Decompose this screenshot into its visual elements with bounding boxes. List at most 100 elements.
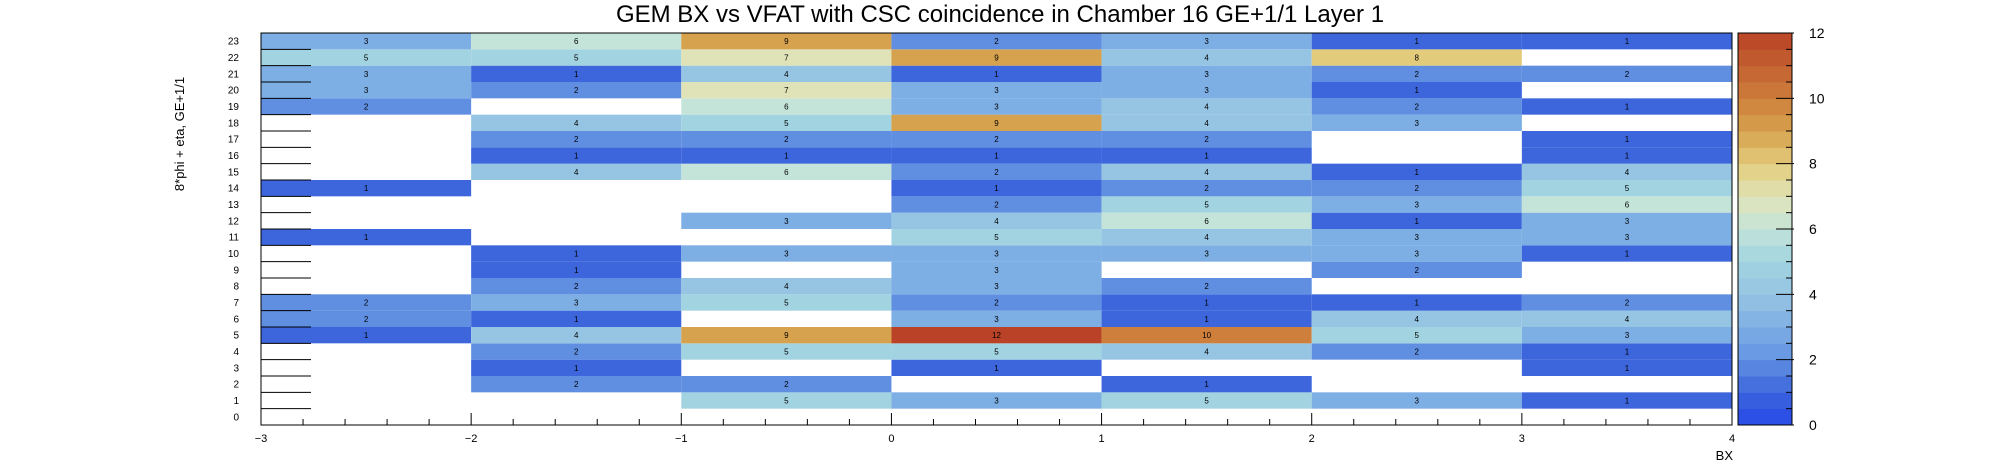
cell-value-label: 5 xyxy=(574,54,579,63)
cell-value-label: 1 xyxy=(1415,37,1420,46)
colorbar-tick-label: 2 xyxy=(1809,352,1817,368)
cell-value-label: 3 xyxy=(1415,250,1420,259)
heatmap-cell xyxy=(891,359,1102,376)
heatmap-cell xyxy=(1101,33,1312,50)
heatmap-cell xyxy=(471,278,682,295)
heatmap-cell xyxy=(681,327,892,344)
cell-value-label: 4 xyxy=(574,168,579,177)
colorbar-step xyxy=(1738,392,1792,410)
cell-value-label: 4 xyxy=(1204,119,1209,128)
heatmap-cell xyxy=(1101,376,1312,393)
y-tick-label: 5 xyxy=(233,331,239,342)
cell-value-label: 6 xyxy=(574,37,579,46)
colorbar-step xyxy=(1738,163,1792,181)
heatmap-cell xyxy=(681,82,892,99)
y-tick-label: 15 xyxy=(228,167,240,178)
cell-value-label: 6 xyxy=(1204,217,1209,226)
heatmap-cell xyxy=(1311,212,1522,229)
cell-value-label: 1 xyxy=(1415,299,1420,308)
heatmap-cell xyxy=(681,343,892,360)
y-tick-label: 13 xyxy=(228,200,240,211)
heatmap-cell xyxy=(1101,196,1312,213)
cell-value-label: 2 xyxy=(574,282,579,291)
cell-value-label: 2 xyxy=(1415,184,1420,193)
heatmap-cell xyxy=(1311,98,1522,115)
y-tick-label: 21 xyxy=(228,69,240,80)
heatmap-cell xyxy=(1521,310,1732,327)
cell-value-label: 10 xyxy=(1202,331,1211,340)
heatmap-cell xyxy=(1521,359,1732,376)
cell-value-label: 3 xyxy=(1204,70,1209,79)
colorbar-frame xyxy=(1737,32,1793,426)
heatmap-cell xyxy=(261,229,472,246)
heatmap-cell xyxy=(471,261,682,278)
heatmap-cell xyxy=(1311,49,1522,66)
cell-value-label: 4 xyxy=(1204,168,1209,177)
heatmap-cell xyxy=(1101,98,1312,115)
heatmap-cell xyxy=(1521,147,1732,164)
cell-value-label: 6 xyxy=(784,168,789,177)
heatmap-cell xyxy=(1311,196,1522,213)
cell-value-label: 1 xyxy=(1625,348,1630,357)
cell-value-label: 2 xyxy=(1415,348,1420,357)
heatmap-cell xyxy=(681,147,892,164)
cell-value-label: 2 xyxy=(994,168,999,177)
cell-value-label: 2 xyxy=(364,103,369,112)
cell-value-label: 2 xyxy=(994,37,999,46)
heatmap-cell xyxy=(1101,294,1312,311)
cell-value-label: 3 xyxy=(994,266,999,275)
cell-value-label: 1 xyxy=(574,364,579,373)
cell-value-label: 3 xyxy=(364,86,369,95)
colorbar-step xyxy=(1738,310,1792,328)
cell-value-label: 1 xyxy=(1204,299,1209,308)
cell-value-label: 1 xyxy=(994,152,999,161)
heatmap-cell xyxy=(1521,131,1732,148)
cell-value-label: 3 xyxy=(1625,217,1630,226)
cell-value-label: 2 xyxy=(784,380,789,389)
heatmap-cell xyxy=(891,65,1102,82)
cell-value-label: 3 xyxy=(1204,86,1209,95)
cell-value-label: 9 xyxy=(784,331,789,340)
cell-value-label: 2 xyxy=(364,299,369,308)
cell-value-label: 2 xyxy=(994,135,999,144)
x-tick-label: 4 xyxy=(1729,433,1735,445)
heatmap-cell xyxy=(891,343,1102,360)
cell-value-label: 4 xyxy=(1204,233,1209,242)
heatmap-cell xyxy=(1101,212,1312,229)
cell-value-label: 1 xyxy=(784,152,789,161)
heatmap-cell xyxy=(1521,65,1732,82)
cell-value-label: 4 xyxy=(1204,348,1209,357)
heatmap-cell xyxy=(1101,82,1312,99)
heatmap-cell xyxy=(1311,327,1522,344)
heatmap-cell xyxy=(681,278,892,295)
heatmap-cell xyxy=(1521,98,1732,115)
cell-value-label: 6 xyxy=(784,103,789,112)
heatmap-cell xyxy=(261,98,472,115)
cell-value-label: 5 xyxy=(784,348,789,357)
heatmap-cell xyxy=(1311,229,1522,246)
heatmap-cell xyxy=(261,49,472,66)
heatmap-cell xyxy=(891,163,1102,180)
heatmap-cell xyxy=(681,392,892,409)
colorbar-step xyxy=(1738,49,1792,67)
heatmap-cell xyxy=(1101,65,1312,82)
heatmap-cell xyxy=(471,114,682,131)
heatmap-cell xyxy=(471,245,682,262)
cell-value-label: 2 xyxy=(994,201,999,210)
cell-value-label: 1 xyxy=(1625,250,1630,259)
heatmap-cell xyxy=(471,82,682,99)
heatmap-cell xyxy=(1311,180,1522,197)
cell-value-label: 1 xyxy=(1625,103,1630,112)
heatmap-cell xyxy=(681,33,892,50)
cell-value-label: 5 xyxy=(994,233,999,242)
x-tick-label: 3 xyxy=(1519,433,1525,445)
y-tick-label: 3 xyxy=(233,363,239,374)
colorbar-step xyxy=(1738,327,1792,344)
heatmap-cell xyxy=(1521,212,1732,229)
heatmap-cell xyxy=(1521,33,1732,50)
cell-value-label: 1 xyxy=(1625,37,1630,46)
x-axis-label: BX xyxy=(1716,448,1734,463)
cell-value-label: 3 xyxy=(994,315,999,324)
colorbar: 0 2 4 6 8 10 12 xyxy=(1737,25,1825,433)
colorbar-step xyxy=(1738,343,1792,361)
